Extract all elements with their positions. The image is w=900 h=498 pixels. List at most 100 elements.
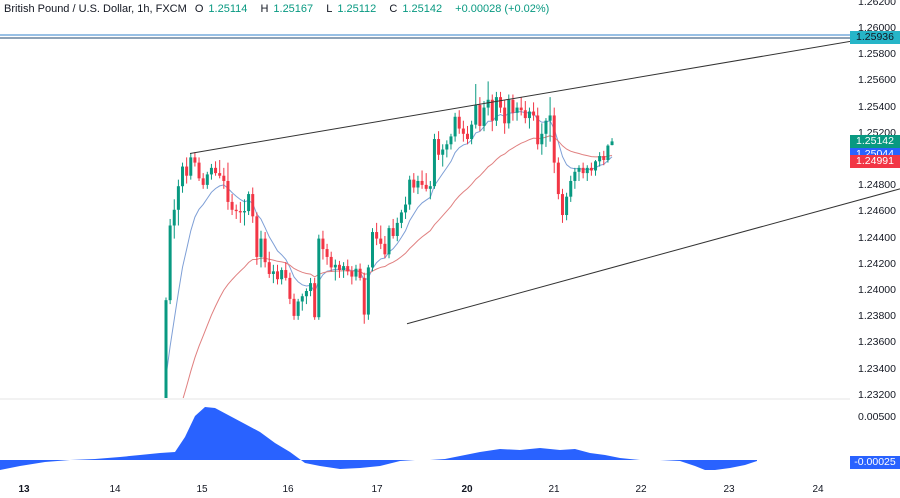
candle-body — [581, 167, 585, 174]
candle-body — [197, 162, 201, 179]
ohlc-close: C 1.25142 — [389, 3, 443, 15]
candle-body — [428, 186, 432, 189]
candle-body — [242, 211, 246, 213]
candle-body — [300, 296, 304, 302]
candle-body — [573, 171, 577, 181]
candle-body — [532, 111, 536, 116]
candle-body — [238, 211, 242, 213]
price-axis-label: 1.24800 — [858, 179, 896, 192]
candle-body — [375, 232, 379, 239]
ema-slow-line — [182, 135, 613, 398]
candle-body — [391, 228, 395, 236]
candle-body — [218, 173, 222, 176]
oscillator-area — [0, 407, 757, 470]
price-axis-label: 1.23200 — [858, 388, 896, 401]
candle-body — [515, 107, 519, 113]
candle-body — [445, 144, 449, 150]
time-axis-label: 24 — [812, 484, 824, 495]
candle-body — [292, 298, 296, 316]
candle-body — [424, 184, 428, 189]
price-axis-label: 1.25600 — [858, 74, 896, 87]
candle-body — [337, 264, 341, 271]
upper-wedge-line — [189, 32, 900, 154]
candle-body — [404, 204, 408, 213]
candle-body — [383, 243, 387, 255]
candle-body — [354, 268, 358, 277]
candlestick-series — [164, 81, 614, 398]
candle-body — [432, 139, 436, 187]
price-axis-label: 1.26000 — [858, 22, 896, 34]
candle-body — [416, 180, 420, 188]
candle-body — [379, 238, 383, 244]
price-axis-label: 1.26200 — [858, 0, 896, 8]
candle-body — [205, 174, 209, 185]
candle-body — [362, 277, 366, 315]
candle-body — [222, 175, 226, 181]
candle-body — [263, 238, 267, 263]
time-axis-label: 20 — [461, 484, 473, 495]
candle-body — [565, 196, 569, 216]
candle-body — [288, 277, 292, 299]
candle-body — [350, 271, 354, 277]
candle-body — [342, 266, 346, 271]
candle-body — [201, 178, 205, 185]
candle-body — [453, 116, 457, 137]
drawing-tools[interactable] — [0, 32, 900, 325]
candle-body — [399, 212, 403, 223]
oscillator-axis-label: 0.00500 — [858, 411, 896, 423]
candle-body — [214, 167, 218, 174]
time-axis-label: 17 — [371, 484, 383, 495]
candle-body — [329, 256, 333, 268]
horizontal-level-tag: 1.25936 — [850, 31, 900, 45]
candle-body — [602, 156, 606, 160]
candle-body — [503, 107, 507, 124]
candle-body — [271, 271, 275, 274]
candle-body — [441, 149, 445, 155]
candle-body — [333, 264, 337, 268]
candle-body — [259, 238, 263, 257]
lower-wedge-line — [406, 188, 900, 325]
candle-body — [209, 167, 213, 175]
price-axis-label: 1.23600 — [858, 336, 896, 349]
candle-body — [247, 194, 251, 212]
ohlc-high: H 1.25167 — [260, 3, 314, 15]
candle-body — [325, 249, 329, 257]
candle-body — [490, 99, 494, 121]
candle-body — [577, 167, 581, 172]
candle-body — [527, 111, 531, 119]
candle-body — [346, 266, 350, 272]
price-axis-label: 1.23400 — [858, 362, 896, 375]
oscillator-value-tag: -0.00025 — [850, 456, 900, 469]
candle-body — [544, 120, 548, 134]
candle-body — [420, 180, 424, 185]
candle-body — [569, 180, 573, 197]
candle-body — [172, 209, 176, 226]
candle-body — [585, 167, 589, 174]
candle-body — [176, 186, 180, 210]
ohlc-low: L 1.25112 — [326, 3, 377, 15]
last-price-tag: 1.25142 — [850, 135, 900, 149]
candle-body — [189, 157, 193, 176]
price-axis-label: 1.24600 — [858, 205, 896, 218]
candle-body — [552, 115, 556, 163]
candle-body — [255, 216, 259, 257]
candle-body — [321, 238, 325, 250]
candle-body — [280, 270, 284, 280]
time-axis-label: 15 — [196, 484, 208, 495]
candle-body — [437, 139, 441, 155]
candle-body — [474, 104, 478, 125]
price-axis-label: 1.24200 — [858, 257, 896, 270]
price-axis-label: 1.25400 — [858, 100, 896, 113]
time-axis-label: 14 — [109, 484, 121, 495]
price-axis-label: 1.25800 — [858, 48, 896, 61]
candle-body — [193, 157, 197, 163]
candle-body — [181, 166, 185, 187]
candle-body — [536, 115, 540, 145]
candle-body — [251, 194, 255, 217]
time-axis-label: 22 — [635, 484, 647, 495]
time-axis-label: 23 — [723, 484, 735, 495]
candle-body — [230, 201, 234, 210]
price-axis-label: 1.23800 — [858, 310, 896, 323]
